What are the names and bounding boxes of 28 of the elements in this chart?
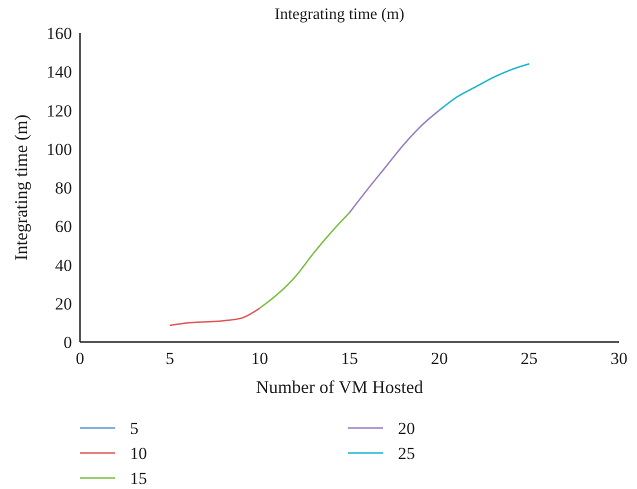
y-tick-label: 0: [64, 333, 72, 352]
legend-label: 25: [398, 444, 415, 463]
line-series: [258, 212, 350, 309]
y-tick-label: 100: [46, 140, 72, 159]
y-tick-label: 140: [46, 62, 72, 82]
y-tick-label: 20: [55, 294, 72, 314]
y-tick-label: 120: [46, 101, 72, 120]
legend-label: 5: [130, 419, 138, 438]
y-tick-label: 40: [55, 256, 72, 275]
line-series: [438, 63, 530, 111]
y-axis-title: Integrating time (m): [11, 114, 31, 260]
x-axis-title: Number of VM Hosted: [256, 377, 424, 397]
chart-title: Integrating time (m): [274, 6, 404, 23]
x-tick-label: 25: [520, 349, 538, 368]
x-tick-label: 15: [341, 349, 358, 368]
legend-label: 10: [130, 444, 147, 463]
y-tick-label: 60: [55, 217, 72, 236]
line-series: [169, 307, 260, 326]
x-tick-label: 0: [76, 349, 84, 368]
y-tick-label: 80: [55, 178, 72, 198]
x-tick-label: 10: [251, 349, 268, 368]
x-tick-label: 30: [610, 349, 628, 368]
y-tick-label: 160: [46, 24, 72, 43]
line-series: [348, 110, 440, 214]
x-tick-label: 5: [166, 349, 174, 368]
x-tick-label: 20: [430, 349, 448, 368]
legend-label: 20: [398, 419, 415, 438]
legend-label: 15: [130, 469, 147, 488]
